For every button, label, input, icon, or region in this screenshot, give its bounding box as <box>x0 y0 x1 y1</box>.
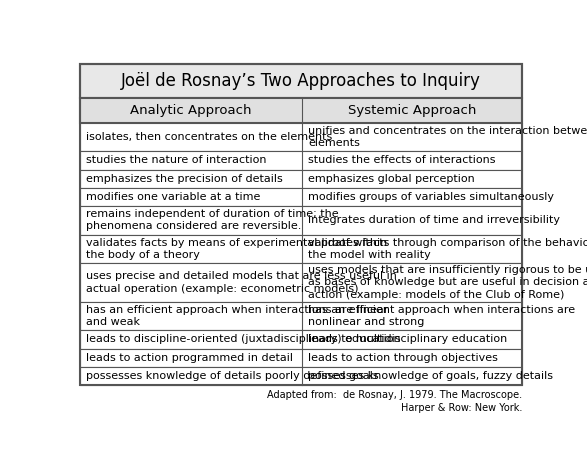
Bar <box>80 98 522 123</box>
Text: emphasizes the precision of details: emphasizes the precision of details <box>86 174 282 184</box>
Text: isolates, then concentrates on the elements: isolates, then concentrates on the eleme… <box>86 132 332 142</box>
Bar <box>80 169 522 188</box>
Text: Harper & Row: New York.: Harper & Row: New York. <box>401 403 522 413</box>
Text: leads to multidisciplinary education: leads to multidisciplinary education <box>308 334 507 344</box>
Text: leads to action programmed in detail: leads to action programmed in detail <box>86 353 293 363</box>
Text: modifies groups of variables simultaneously: modifies groups of variables simultaneou… <box>308 192 554 202</box>
Bar <box>80 348 522 367</box>
Text: studies the effects of interactions: studies the effects of interactions <box>308 155 495 166</box>
Text: unifies and concentrates on the interaction between
elements: unifies and concentrates on the interact… <box>308 126 587 148</box>
Text: validates facts by means of experimental proof within
the body of a theory: validates facts by means of experimental… <box>86 238 387 260</box>
Bar <box>80 123 522 151</box>
Text: modifies one variable at a time: modifies one variable at a time <box>86 192 260 202</box>
Bar <box>80 64 522 385</box>
Text: Adapted from:  de Rosnay, J. 1979. The Macroscope.: Adapted from: de Rosnay, J. 1979. The Ma… <box>267 390 522 400</box>
Bar <box>80 206 522 234</box>
Text: uses precise and detailed models that are less useful in
actual operation (examp: uses precise and detailed models that ar… <box>86 271 397 294</box>
Bar <box>80 330 522 348</box>
Text: validates facts through comparison of the behavior of
the model with reality: validates facts through comparison of th… <box>308 238 587 260</box>
Text: possesses knowledge of goals, fuzzy details: possesses knowledge of goals, fuzzy deta… <box>308 371 553 381</box>
Text: studies the nature of interaction: studies the nature of interaction <box>86 155 266 166</box>
Text: Systemic Approach: Systemic Approach <box>348 104 476 117</box>
Text: has an efficient approach when interactions are
nonlinear and strong: has an efficient approach when interacti… <box>308 305 575 327</box>
Bar <box>80 64 522 98</box>
Text: leads to action through objectives: leads to action through objectives <box>308 353 498 363</box>
Bar <box>80 188 522 206</box>
Text: integrates duration of time and irreversibility: integrates duration of time and irrevers… <box>308 215 560 225</box>
Text: emphasizes global perception: emphasizes global perception <box>308 174 475 184</box>
Bar <box>80 151 522 169</box>
Text: Analytic Approach: Analytic Approach <box>130 104 251 117</box>
Text: remains independent of duration of time; the
phenomena considered are reversible: remains independent of duration of time;… <box>86 209 338 232</box>
Bar <box>80 263 522 302</box>
Text: has an efficient approach when interactions are linear
and weak: has an efficient approach when interacti… <box>86 305 388 327</box>
Text: uses models that are insufficiently rigorous to be used
as bases of knowledge bu: uses models that are insufficiently rigo… <box>308 265 587 300</box>
Bar <box>80 234 522 263</box>
Bar <box>80 367 522 385</box>
Text: possesses knowledge of details poorly defined goals: possesses knowledge of details poorly de… <box>86 371 379 381</box>
Text: Joël de Rosnay’s Two Approaches to Inquiry: Joël de Rosnay’s Two Approaches to Inqui… <box>121 72 481 90</box>
Text: leads to discipline-oriented (juxtadisciplinary) education: leads to discipline-oriented (juxtadisci… <box>86 334 400 344</box>
Bar <box>80 302 522 330</box>
